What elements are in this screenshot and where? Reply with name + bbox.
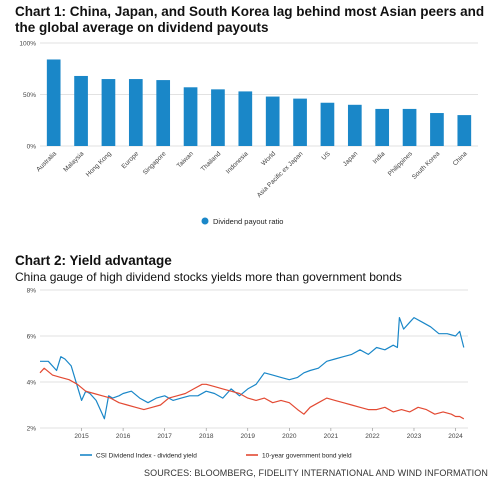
chart2-y-tick-label: 8% <box>27 288 37 295</box>
chart1-x-tick-label: China <box>452 150 469 167</box>
chart2-legend-label-bond: 10-year government bond yield <box>262 453 352 460</box>
chart2-x-tick-label: 2023 <box>407 433 422 440</box>
chart1-bar <box>238 91 253 146</box>
chart1-x-tick-label: Taiwan <box>176 150 196 170</box>
chart1-y-tick-label: 100% <box>19 41 36 48</box>
chart2-line-dividend-yield <box>40 317 465 420</box>
chart2-x-tick-label: 2019 <box>241 433 256 440</box>
chart1-bar <box>375 108 390 146</box>
chart1-bar <box>430 113 444 146</box>
chart1-x-tick-label: Indonesia <box>225 150 250 175</box>
chart2-x-tick-label: 2016 <box>116 433 131 440</box>
chart2-x-tick-label: 2018 <box>199 433 214 440</box>
chart1-bar <box>320 102 335 146</box>
chart1-bar <box>74 75 88 146</box>
chart1-bar <box>293 98 307 146</box>
chart2-legend-label-dividend: CSI Dividend Index - dividend yield <box>96 453 197 460</box>
chart2-line-bond-yield <box>39 367 465 420</box>
chart2-x-tick-label: 2020 <box>282 433 297 440</box>
chart1-x-tick-label: US <box>321 150 333 162</box>
chart1-bar <box>46 59 61 147</box>
chart1-bar <box>183 87 198 146</box>
chart1-title: Chart 1: China, Japan, and South Korea l… <box>15 4 485 35</box>
chart1-x-tick-label: South Korea <box>411 150 442 181</box>
chart2-subtitle: China gauge of high dividend stocks yiel… <box>15 270 402 284</box>
chart2-y-tick-label: 6% <box>27 334 37 341</box>
chart1-x-tick-label: Asia Pacific ex Japan <box>256 150 305 199</box>
chart1-x-tick-label: Hong Kong <box>85 150 113 178</box>
chart1-x-tick-label: India <box>372 150 387 165</box>
chart1-y-tick-label: 50% <box>23 92 36 99</box>
chart2-x-tick-label: 2015 <box>74 433 89 440</box>
chart1-x-tick-label: Thailand <box>200 150 223 173</box>
chart1-x-tick-label: Europe <box>120 150 140 170</box>
chart2-y-tick-label: 4% <box>27 380 37 387</box>
chart2-title: Chart 2: Yield advantage <box>15 253 172 268</box>
chart1-legend-label: Dividend payout ratio <box>213 217 283 226</box>
chart1-svg: 0% 50% 100% Australia Malaysia Hong Kong Euro… <box>19 41 478 226</box>
chart1-bar <box>265 96 280 146</box>
chart2-x-tick-label: 2022 <box>365 433 380 440</box>
chart2-x-tick-label: 2021 <box>324 433 339 440</box>
chart1-bar <box>347 104 362 146</box>
chart1-bar <box>457 115 472 146</box>
chart1-x-tick-label: World <box>260 150 277 167</box>
chart1-legend-marker <box>201 217 209 225</box>
chart2-x-tick-label: 2017 <box>157 433 172 440</box>
chart2-x-tick-label: 2024 <box>448 433 463 440</box>
source-note: SOURCES: BLOOMBERG, FIDELITY INTERNATION… <box>143 468 488 478</box>
chart1-bar <box>101 79 116 146</box>
chart1-x-tick-label: Japan <box>342 150 360 168</box>
chart1-x-tick-label: Singapore <box>142 150 168 176</box>
chart1-bar <box>156 80 171 146</box>
chart1-bar <box>211 89 225 146</box>
chart1-bar <box>128 79 143 146</box>
chart1-bar <box>402 108 417 146</box>
chart1-y-tick-label: 0% <box>27 144 37 151</box>
chart1-x-tick-label: Philippines <box>387 150 415 178</box>
chart1-x-tick-label: Australia <box>35 150 58 173</box>
chart2-y-tick-label: 2% <box>27 426 37 433</box>
chart1-x-tick-label: Malaysia <box>62 150 85 173</box>
